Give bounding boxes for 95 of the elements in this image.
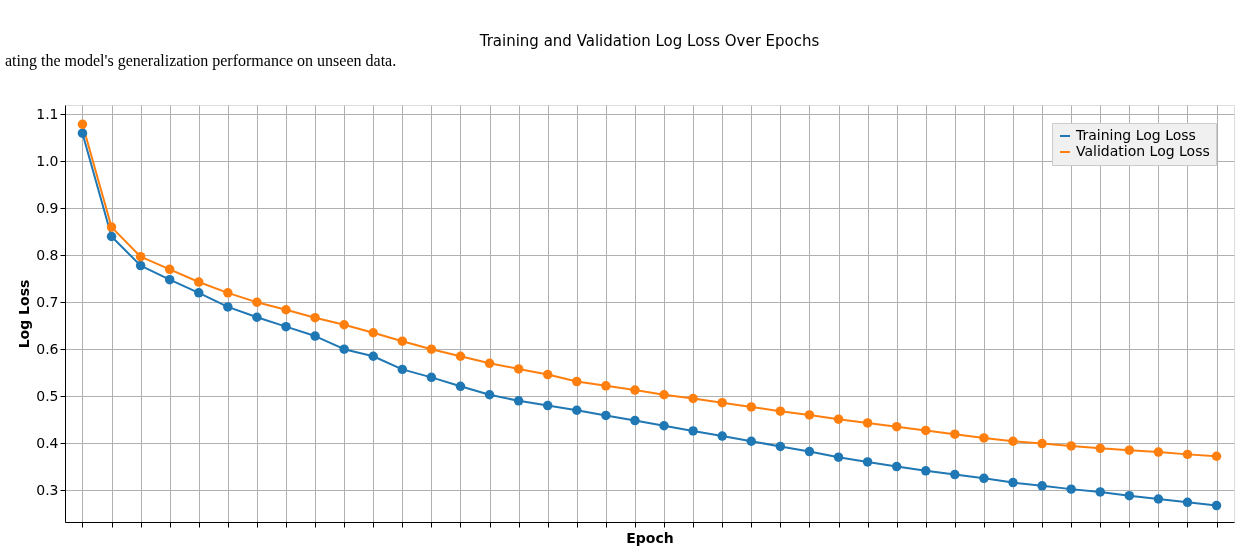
point — [601, 381, 611, 391]
x-axis-title: Epoch — [626, 530, 674, 546]
point — [77, 128, 88, 138]
point — [1153, 447, 1164, 457]
y-tick-label: 1.0 — [36, 152, 59, 169]
point — [572, 405, 582, 415]
legend-label: Validation Log Loss — [1076, 143, 1210, 159]
point — [891, 421, 902, 432]
chart-title: Training and Validation Log Loss Over Epochs — [478, 32, 820, 50]
point — [1124, 445, 1135, 455]
point — [862, 418, 873, 428]
point — [630, 415, 640, 426]
point — [746, 402, 757, 412]
point — [1066, 484, 1076, 494]
point — [688, 393, 698, 404]
point — [775, 406, 786, 416]
point — [426, 344, 437, 354]
point — [542, 400, 553, 411]
point — [746, 436, 757, 446]
point — [310, 312, 320, 323]
point — [1037, 438, 1047, 449]
point — [106, 231, 117, 242]
point — [921, 466, 931, 476]
y-tick-label: 0.6 — [36, 340, 59, 357]
point — [513, 364, 524, 374]
point — [1124, 490, 1135, 501]
point — [106, 222, 117, 232]
point — [455, 381, 466, 392]
point — [804, 410, 815, 420]
point — [484, 390, 495, 400]
point — [223, 302, 233, 312]
point — [252, 312, 262, 322]
point — [775, 441, 786, 452]
point — [397, 336, 408, 346]
point — [135, 251, 146, 262]
y-tick-label: 0.7 — [36, 293, 59, 310]
point — [1211, 500, 1222, 511]
point — [1095, 487, 1105, 497]
point — [862, 457, 873, 467]
point — [601, 410, 611, 421]
point — [659, 421, 669, 431]
point — [1008, 477, 1018, 488]
point — [368, 328, 378, 338]
y-tick-label: 0.9 — [36, 199, 59, 216]
point — [950, 469, 960, 480]
point — [339, 344, 349, 354]
point — [921, 425, 931, 436]
point — [252, 297, 262, 307]
point — [804, 446, 815, 457]
point — [630, 385, 640, 395]
point — [339, 320, 349, 330]
point — [455, 351, 466, 361]
y-tick-label: 0.4 — [36, 434, 59, 451]
point — [77, 119, 88, 129]
point — [135, 260, 146, 271]
point — [1182, 497, 1193, 508]
point — [1037, 481, 1047, 491]
point — [426, 372, 437, 383]
point — [833, 452, 844, 462]
point — [572, 376, 582, 387]
point — [484, 358, 495, 369]
point — [164, 264, 175, 275]
point — [659, 390, 669, 400]
point — [397, 364, 408, 375]
text: ating the model's generalization performance on unseen data. — [5, 52, 397, 70]
point — [368, 351, 378, 361]
legend-label: Training Log Loss — [1075, 127, 1196, 143]
point — [194, 277, 204, 287]
y-tick-label: 1.1 — [36, 105, 59, 122]
point — [833, 414, 844, 424]
y-tick-label: 0.5 — [36, 387, 59, 404]
y-tick-label: 0.8 — [36, 246, 59, 263]
y-tick-label: 0.3 — [36, 481, 59, 498]
point — [1182, 449, 1193, 460]
point — [979, 473, 989, 484]
point — [891, 461, 902, 472]
point — [513, 396, 524, 406]
point — [310, 331, 320, 341]
point — [281, 305, 291, 315]
y-axis-title: Log Loss — [16, 279, 33, 349]
point — [281, 321, 291, 332]
point — [688, 426, 698, 436]
point — [1211, 451, 1222, 461]
point — [1153, 494, 1164, 504]
point — [1066, 441, 1076, 451]
point — [717, 431, 727, 441]
point — [194, 288, 204, 298]
point — [717, 397, 727, 408]
point — [1095, 443, 1105, 454]
point — [164, 274, 175, 285]
point — [223, 288, 233, 298]
point — [542, 369, 553, 380]
point — [950, 429, 960, 439]
point — [979, 433, 989, 443]
point — [1008, 436, 1018, 446]
